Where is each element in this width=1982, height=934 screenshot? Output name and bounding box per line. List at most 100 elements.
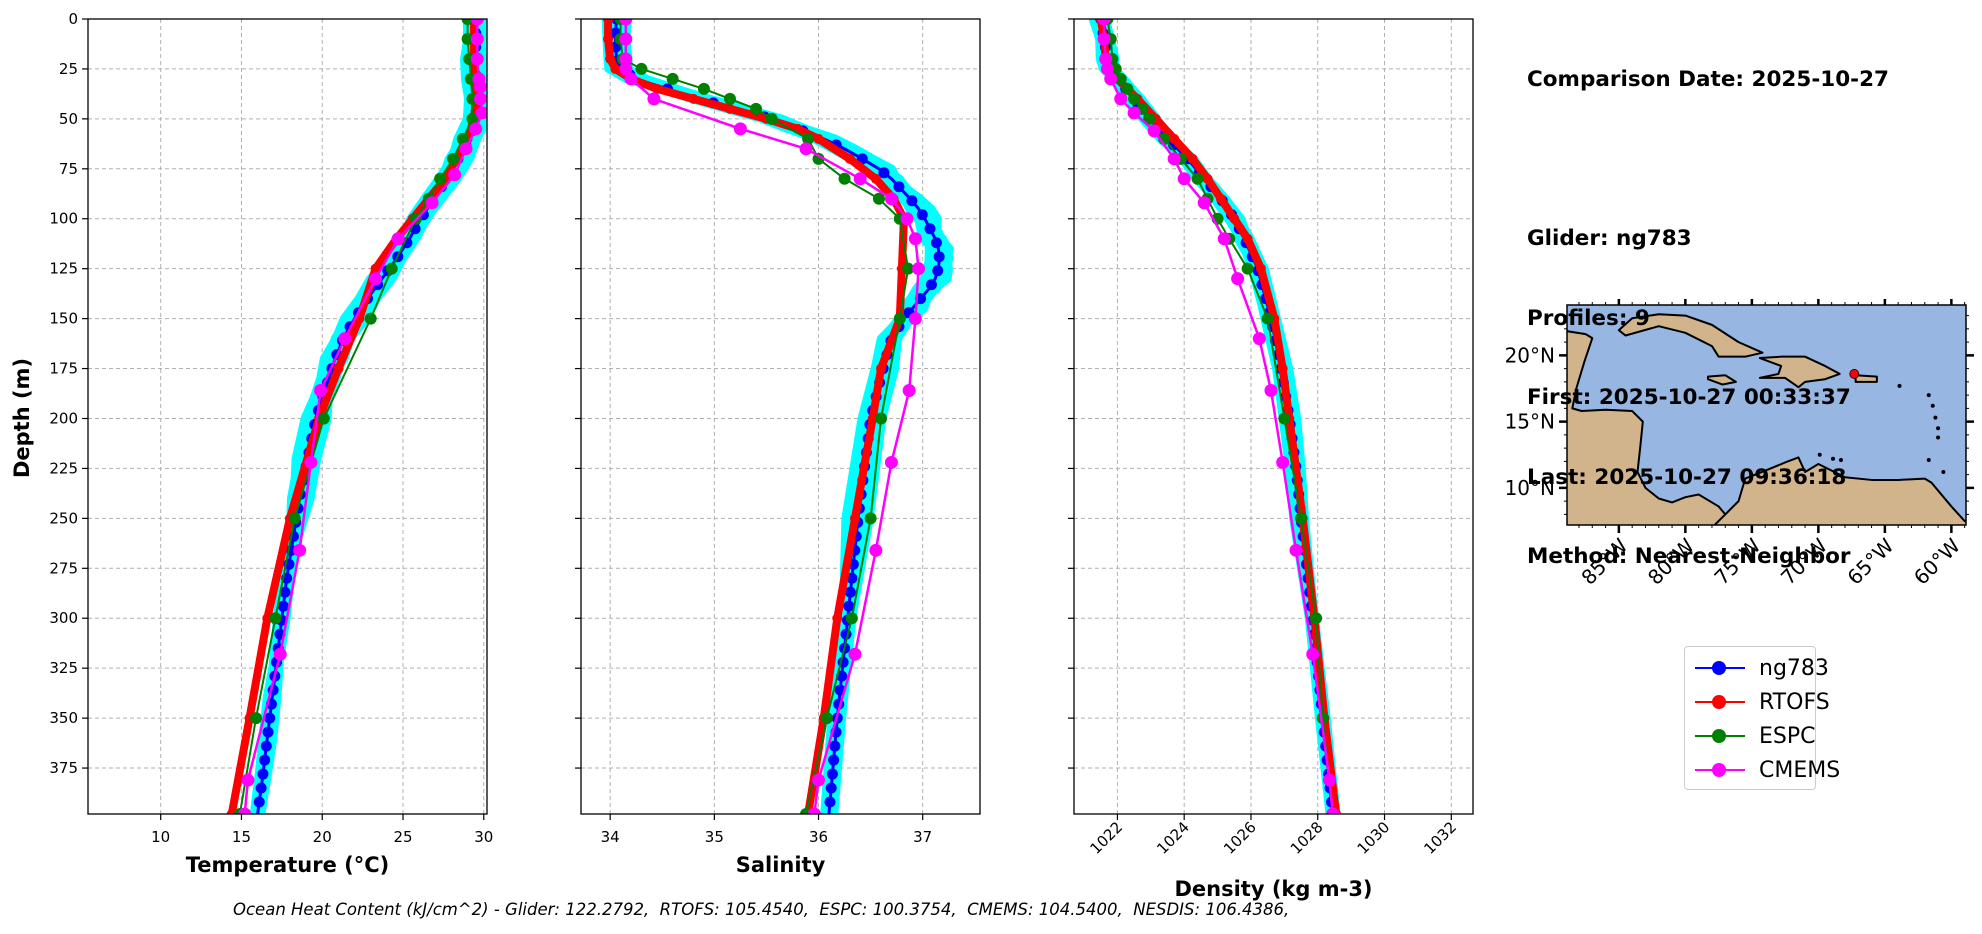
data-point [832, 613, 843, 624]
data-point [425, 196, 439, 210]
data-point [916, 209, 928, 221]
data-point [370, 263, 381, 274]
map-lat-label: 10°N [1505, 476, 1555, 500]
glider-profile-line [1101, 19, 1341, 814]
data-point [843, 600, 855, 612]
data-point [813, 133, 824, 144]
series-espc [614, 19, 915, 814]
data-point [932, 265, 944, 277]
data-point [619, 62, 633, 76]
x-tick-label: 1028 [1287, 818, 1327, 858]
cuba [1617, 313, 1764, 358]
series-cmems [619, 19, 926, 814]
data-point [293, 543, 307, 557]
x-tick-label: 34 [601, 828, 620, 846]
data-point [1187, 153, 1198, 164]
data-point [1100, 62, 1114, 76]
island [1930, 403, 1935, 408]
data-point [314, 384, 328, 398]
data-point [1231, 272, 1245, 286]
data-point [1229, 213, 1240, 224]
map-lon-label: 60°W [1909, 533, 1965, 589]
x-tick-label: 15 [232, 828, 251, 846]
map-lat-label: 15°N [1505, 410, 1555, 434]
glider-profile-line [255, 19, 487, 814]
x-tick-label: 1030 [1354, 818, 1394, 858]
data-point [255, 782, 267, 794]
x-tick-label: 1022 [1087, 818, 1127, 858]
data-point [470, 19, 484, 26]
data-point [870, 173, 881, 184]
panel-density: 1022 1024 1026 1028 1030 1032 Density (kg m-3) [1068, 18, 1474, 901]
data-point [869, 543, 883, 557]
glider-location-marker [1849, 369, 1860, 379]
series-ng783 [1095, 19, 1338, 814]
panel-salinity: 34 35 36 37 Salinity [575, 18, 981, 877]
data-point [474, 80, 487, 94]
plot-area [226, 19, 487, 814]
data-point [826, 768, 838, 780]
plot-area [1088, 19, 1342, 814]
legend-item-ng783: ng783 [1695, 653, 1829, 683]
glider-name: Glider: ng783 [1527, 226, 1692, 251]
y-tick-label: 25 [59, 60, 78, 78]
data-point [750, 102, 763, 115]
data-point [1097, 32, 1111, 46]
data-point [635, 62, 648, 75]
data-point [385, 262, 398, 275]
legend-marker-icon [1695, 726, 1745, 746]
data-point [688, 93, 699, 104]
y-tick-label: 100 [49, 210, 78, 228]
data-point [474, 92, 487, 106]
x-axis-label: Salinity [736, 853, 826, 877]
central-america-landmass [1567, 330, 1727, 525]
first-time: First: 2025-10-27 00:33:37 [1527, 385, 1851, 410]
data-point [391, 232, 405, 246]
data-point [1147, 124, 1161, 138]
data-point [799, 142, 813, 156]
y-tick-label: 150 [49, 310, 78, 328]
data-point [469, 122, 483, 136]
data-point [647, 92, 661, 106]
y-tick-label: 325 [49, 659, 78, 677]
data-point [1276, 455, 1290, 469]
data-point [924, 223, 936, 235]
x-tick-label: 25 [393, 828, 412, 846]
data-point [845, 612, 858, 625]
ocean-heat-content-caption: Ocean Heat Content (kJ/cm^2) - Glider: 1… [233, 900, 1290, 919]
data-point [1322, 773, 1336, 787]
data-point [864, 512, 877, 525]
data-point [619, 32, 633, 46]
data-point [733, 122, 747, 136]
map-land [1567, 313, 1966, 525]
data-point [1104, 72, 1118, 86]
legend-label: ESPC [1759, 723, 1816, 749]
data-point [317, 412, 330, 425]
data-point [825, 782, 837, 794]
island [1926, 458, 1931, 463]
data-point [844, 586, 856, 598]
map-frame [1566, 304, 1967, 526]
data-point [853, 172, 867, 186]
data-point [849, 513, 860, 524]
data-point [603, 19, 614, 24]
data-point [876, 363, 887, 374]
data-point [820, 712, 833, 725]
map-lat-label: 20°N [1505, 343, 1555, 367]
data-point [1099, 52, 1113, 66]
data-point [697, 82, 710, 95]
data-point [906, 195, 918, 207]
data-point [257, 768, 269, 780]
jamaica [1706, 374, 1737, 386]
data-point [241, 773, 255, 787]
y-tick-label: 250 [49, 509, 78, 527]
data-point [1202, 173, 1213, 184]
data-point [434, 172, 447, 185]
glider-profile-line [252, 19, 482, 814]
legend-label: ng783 [1759, 655, 1829, 681]
glider-profile-line [614, 19, 950, 814]
data-point [269, 612, 282, 625]
y-tick-label: 125 [49, 260, 78, 278]
island [1897, 383, 1902, 388]
